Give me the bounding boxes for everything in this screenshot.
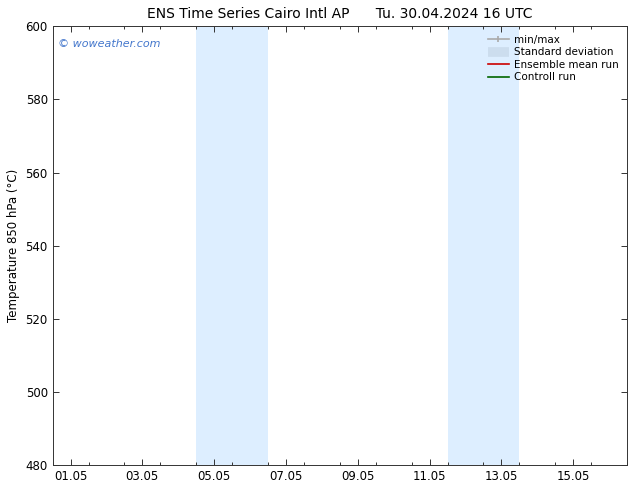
Bar <box>196 26 268 465</box>
Text: © woweather.com: © woweather.com <box>58 40 161 49</box>
Title: ENS Time Series Cairo Intl AP      Tu. 30.04.2024 16 UTC: ENS Time Series Cairo Intl AP Tu. 30.04.… <box>147 7 533 21</box>
Legend: min/max, Standard deviation, Ensemble mean run, Controll run: min/max, Standard deviation, Ensemble me… <box>485 31 622 86</box>
Bar <box>448 26 519 465</box>
Y-axis label: Temperature 850 hPa (°C): Temperature 850 hPa (°C) <box>7 169 20 322</box>
